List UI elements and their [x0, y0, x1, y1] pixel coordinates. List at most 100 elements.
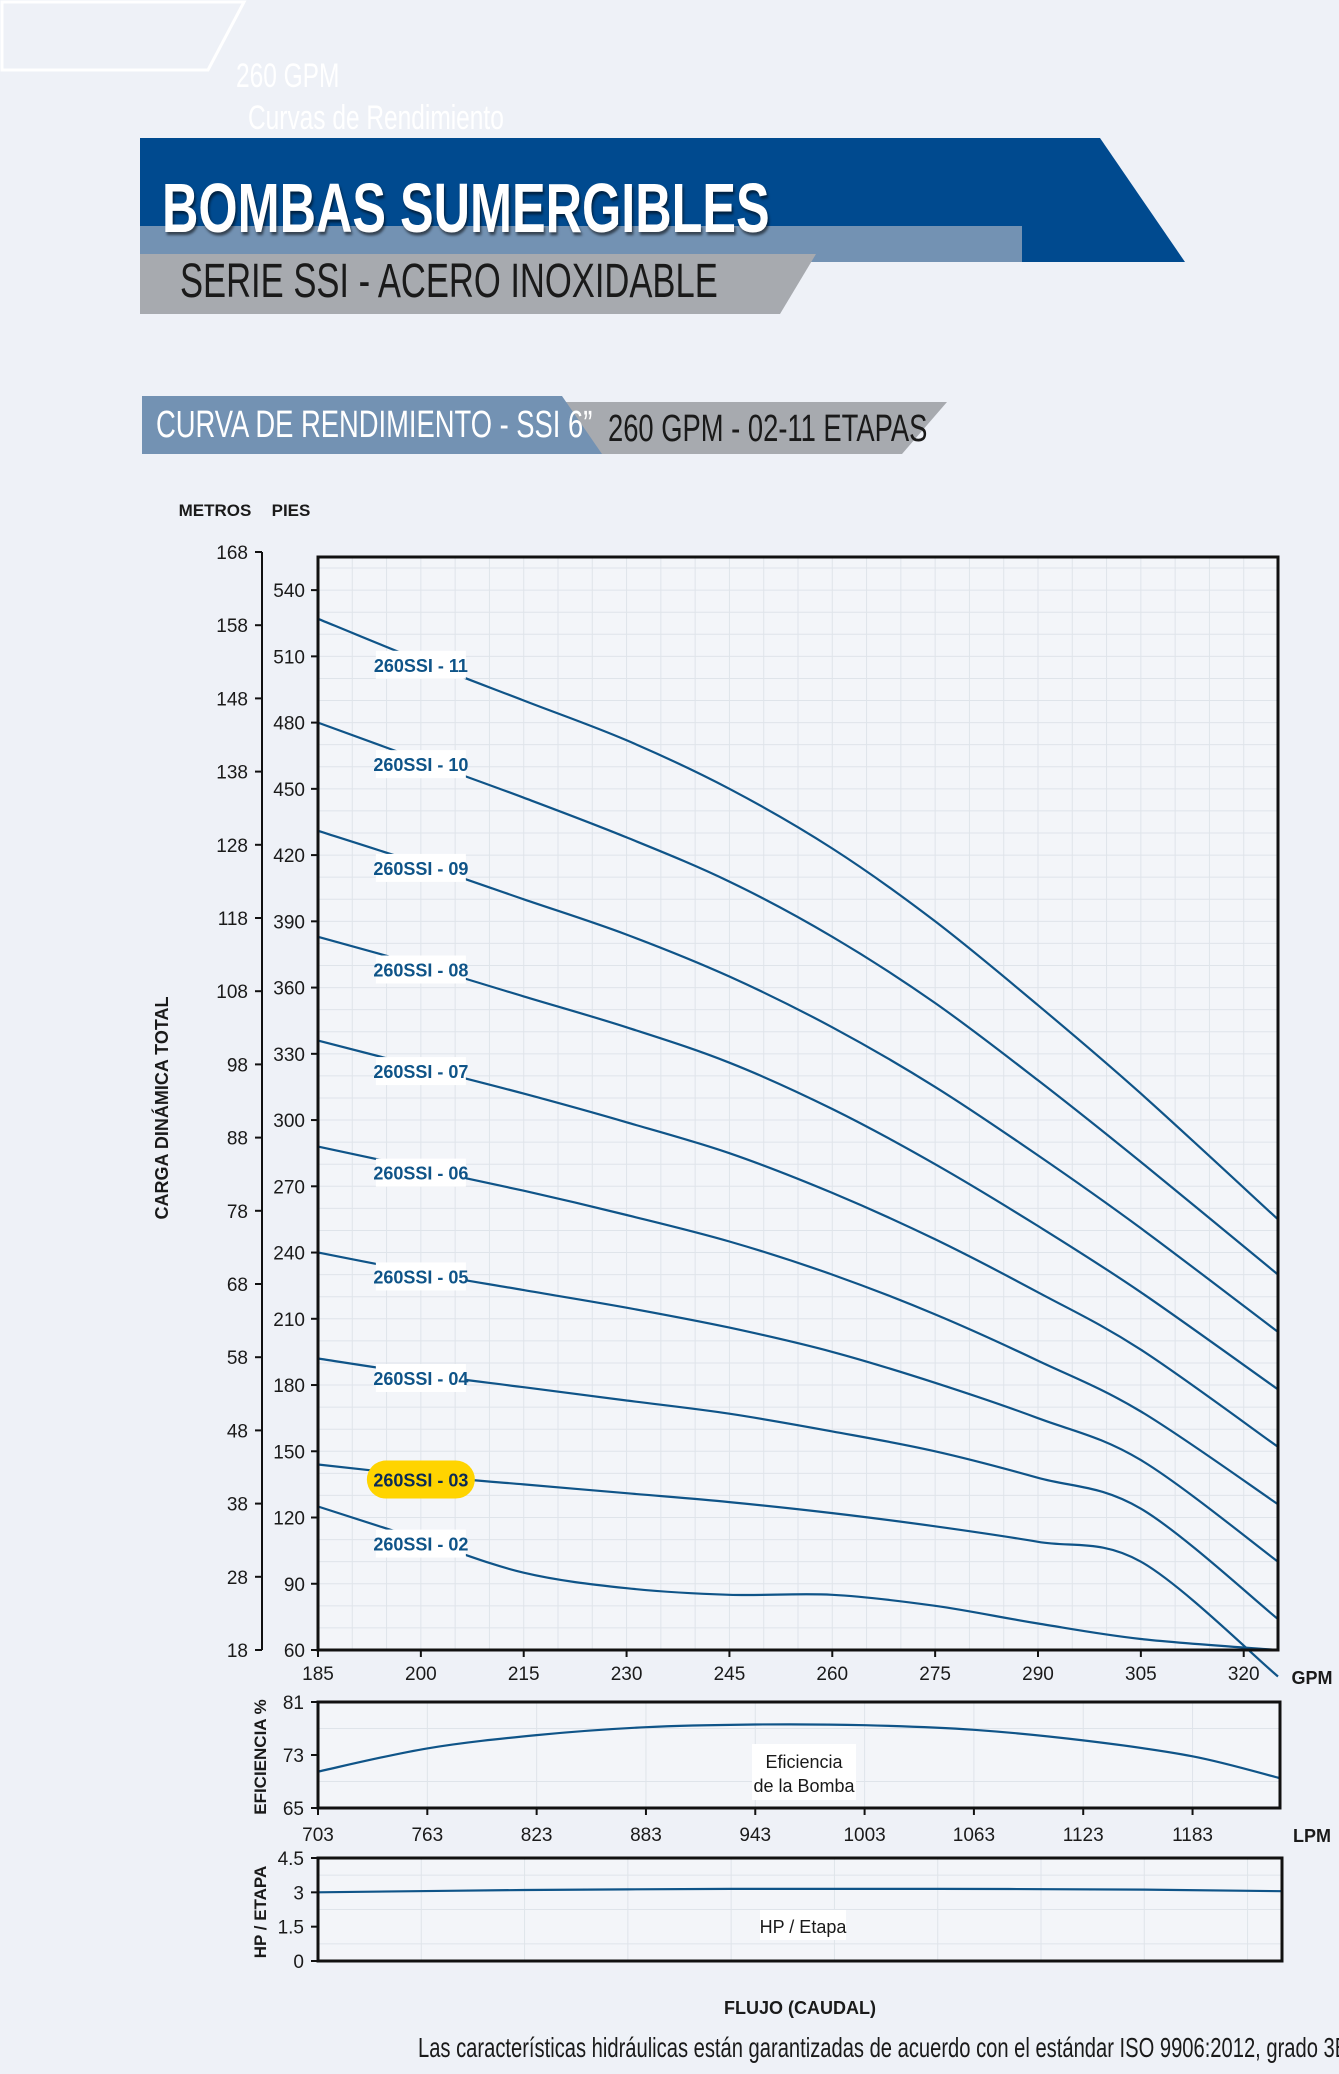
- tick-label-metros: 18: [227, 1641, 248, 1662]
- tick-label-pies: 390: [273, 912, 305, 933]
- corner-tab: [0, 0, 247, 72]
- tick-label-x: 245: [714, 1664, 746, 1685]
- tick-label-metros: 38: [227, 1495, 248, 1516]
- tick-label-x: 260: [816, 1664, 848, 1685]
- tick-label-pies: 150: [273, 1442, 305, 1463]
- section-range: 260 GPM - 02-11 ETAPAS: [608, 408, 928, 450]
- tick-label-x: 305: [1125, 1664, 1157, 1685]
- tick-label-pies: 120: [273, 1509, 305, 1530]
- series-label: 260SSI - 04: [373, 1369, 468, 1389]
- tick-label-x: 290: [1022, 1664, 1054, 1685]
- tick-label-metros: 28: [227, 1568, 248, 1589]
- tick-label-metros: 168: [216, 543, 248, 564]
- ghost-title: 260 GPM: [236, 57, 340, 95]
- eff-tick-label-y: 65: [283, 1799, 304, 1820]
- brand-title: BOMBAS SUMERGIBLES: [162, 169, 770, 247]
- x-axis-unit-gpm: GPM: [1291, 1668, 1332, 1688]
- eff-annotation-line2: de la Bomba: [753, 1776, 855, 1796]
- series-label: 260SSI - 11: [374, 656, 468, 676]
- tick-label-pies: 360: [273, 979, 305, 1000]
- eff-tick-label-x: 823: [521, 1825, 553, 1846]
- series-label: 260SSI - 07: [373, 1062, 468, 1082]
- series-label-bg: [375, 750, 466, 779]
- section-bar: [142, 396, 947, 454]
- x-axis-unit-lpm: LPM: [1293, 1826, 1331, 1846]
- brand-subtitle: SERIE SSI - ACERO INOXIDABLE: [180, 255, 718, 308]
- tick-label-metros: 148: [216, 689, 248, 710]
- eff-plot-frame: [316, 1700, 1282, 1810]
- ghost-subtitle: Curvas de Rendimiento: [248, 99, 504, 137]
- curve-260ssi-05: [317, 1251, 1279, 1563]
- section-title: CURVA DE RENDIMIENTO - SSI 6”: [156, 404, 593, 446]
- efficiency-chart: 65 73 81 703 763 823 883 943 1003 1063 1123 1183 LPM…: [251, 1693, 1331, 1846]
- series-label-bg: [375, 1262, 466, 1291]
- tick-label-pies: 480: [273, 714, 305, 735]
- hp-tick-label-y: 4.5: [278, 1849, 304, 1870]
- series-label-bg: [375, 650, 466, 679]
- curve-260ssi-09: [317, 829, 1279, 1333]
- series-label: 260SSI - 09: [373, 859, 468, 879]
- series-label-bg: [375, 955, 466, 984]
- tick-label-metros: 128: [216, 836, 248, 857]
- eff-tick-label-x: 1123: [1063, 1825, 1104, 1846]
- tick-label-x: 320: [1228, 1664, 1260, 1685]
- hp-tick-label-y: 0: [293, 1952, 304, 1973]
- eff-tick-label-x: 1183: [1172, 1825, 1213, 1846]
- tick-label-metros: 118: [218, 909, 248, 930]
- tick-label-metros: 158: [216, 616, 248, 637]
- series-label-bg: [375, 1158, 466, 1187]
- hp-annotation: HP / Etapa: [760, 1917, 848, 1937]
- tick-label-pies: 210: [273, 1310, 305, 1331]
- tick-label-metros: 138: [216, 763, 248, 784]
- curve-260ssi-10: [317, 721, 1279, 1276]
- hp-tick-label-y: 3: [293, 1883, 304, 1904]
- tick-label-x: 200: [405, 1664, 437, 1685]
- efficiency-curve: [317, 1723, 1281, 1780]
- eff-annotation-line1: Eficiencia: [765, 1752, 843, 1772]
- y-axis-title: CARGA DINÁMICA TOTAL: [151, 997, 172, 1220]
- hp-y-axis-title: HP / ETAPA: [251, 1866, 270, 1959]
- tick-label-pies: 90: [284, 1575, 305, 1596]
- series-label-bg: [375, 1057, 466, 1086]
- curve-260ssi-03: [317, 1463, 1279, 1678]
- tick-label-metros: 48: [227, 1421, 248, 1442]
- hp-annotation-bg: [760, 1910, 846, 1940]
- eff-tick-label-x: 1003: [843, 1825, 885, 1846]
- main-plot-frame: [316, 555, 1280, 1652]
- tick-label-metros: 68: [227, 1275, 248, 1296]
- curve-260ssi-02: [317, 1505, 1279, 1652]
- hp-curve: [317, 1887, 1283, 1894]
- tick-label-metros: 78: [227, 1202, 248, 1223]
- series-label-bg: [375, 1529, 466, 1558]
- tick-label-pies: 180: [273, 1376, 305, 1397]
- tick-label-x: 215: [508, 1664, 540, 1685]
- curve-260ssi-07: [317, 1039, 1279, 1448]
- tick-label-x: 185: [302, 1664, 334, 1685]
- tick-label-x: 275: [919, 1664, 951, 1685]
- eff-annotation-bg: [752, 1744, 856, 1800]
- series-label: 260SSI - 06: [373, 1164, 468, 1184]
- x-axis-title-flujo: FLUJO (CAUDAL): [724, 1998, 876, 2018]
- eff-tick-label-y: 81: [283, 1693, 304, 1714]
- curve-260ssi-06: [317, 1145, 1279, 1506]
- tick-label-x: 230: [611, 1664, 643, 1685]
- footnote: Las características hidráulicas están ga…: [418, 2032, 1339, 2063]
- tick-label-pies: 540: [273, 581, 305, 602]
- eff-tick-label-x: 703: [302, 1825, 334, 1846]
- axis-unit-metros: METROS: [179, 501, 252, 520]
- hp-chart: 0 1.5 3 4.5 HP / ETAPA HP / Etapa FLUJO (CAUDA…: [251, 1849, 1284, 2018]
- hp-tick-label-y: 1.5: [278, 1918, 304, 1939]
- tick-label-pies: 510: [273, 647, 305, 668]
- title-banner: [140, 138, 1185, 314]
- series-label-bg: [375, 853, 466, 882]
- hp-plot-frame: [316, 1856, 1284, 1963]
- tick-label-metros: 108: [216, 982, 248, 1003]
- series-label: 260SSI - 10: [373, 755, 468, 775]
- tick-label-pies: 450: [273, 780, 305, 801]
- tick-label-pies: 60: [284, 1641, 305, 1662]
- curve-260ssi-11: [317, 617, 1279, 1221]
- series-label: 260SSI - 08: [373, 960, 468, 980]
- eff-tick-label-x: 763: [411, 1825, 443, 1846]
- tick-label-pies: 420: [273, 846, 305, 867]
